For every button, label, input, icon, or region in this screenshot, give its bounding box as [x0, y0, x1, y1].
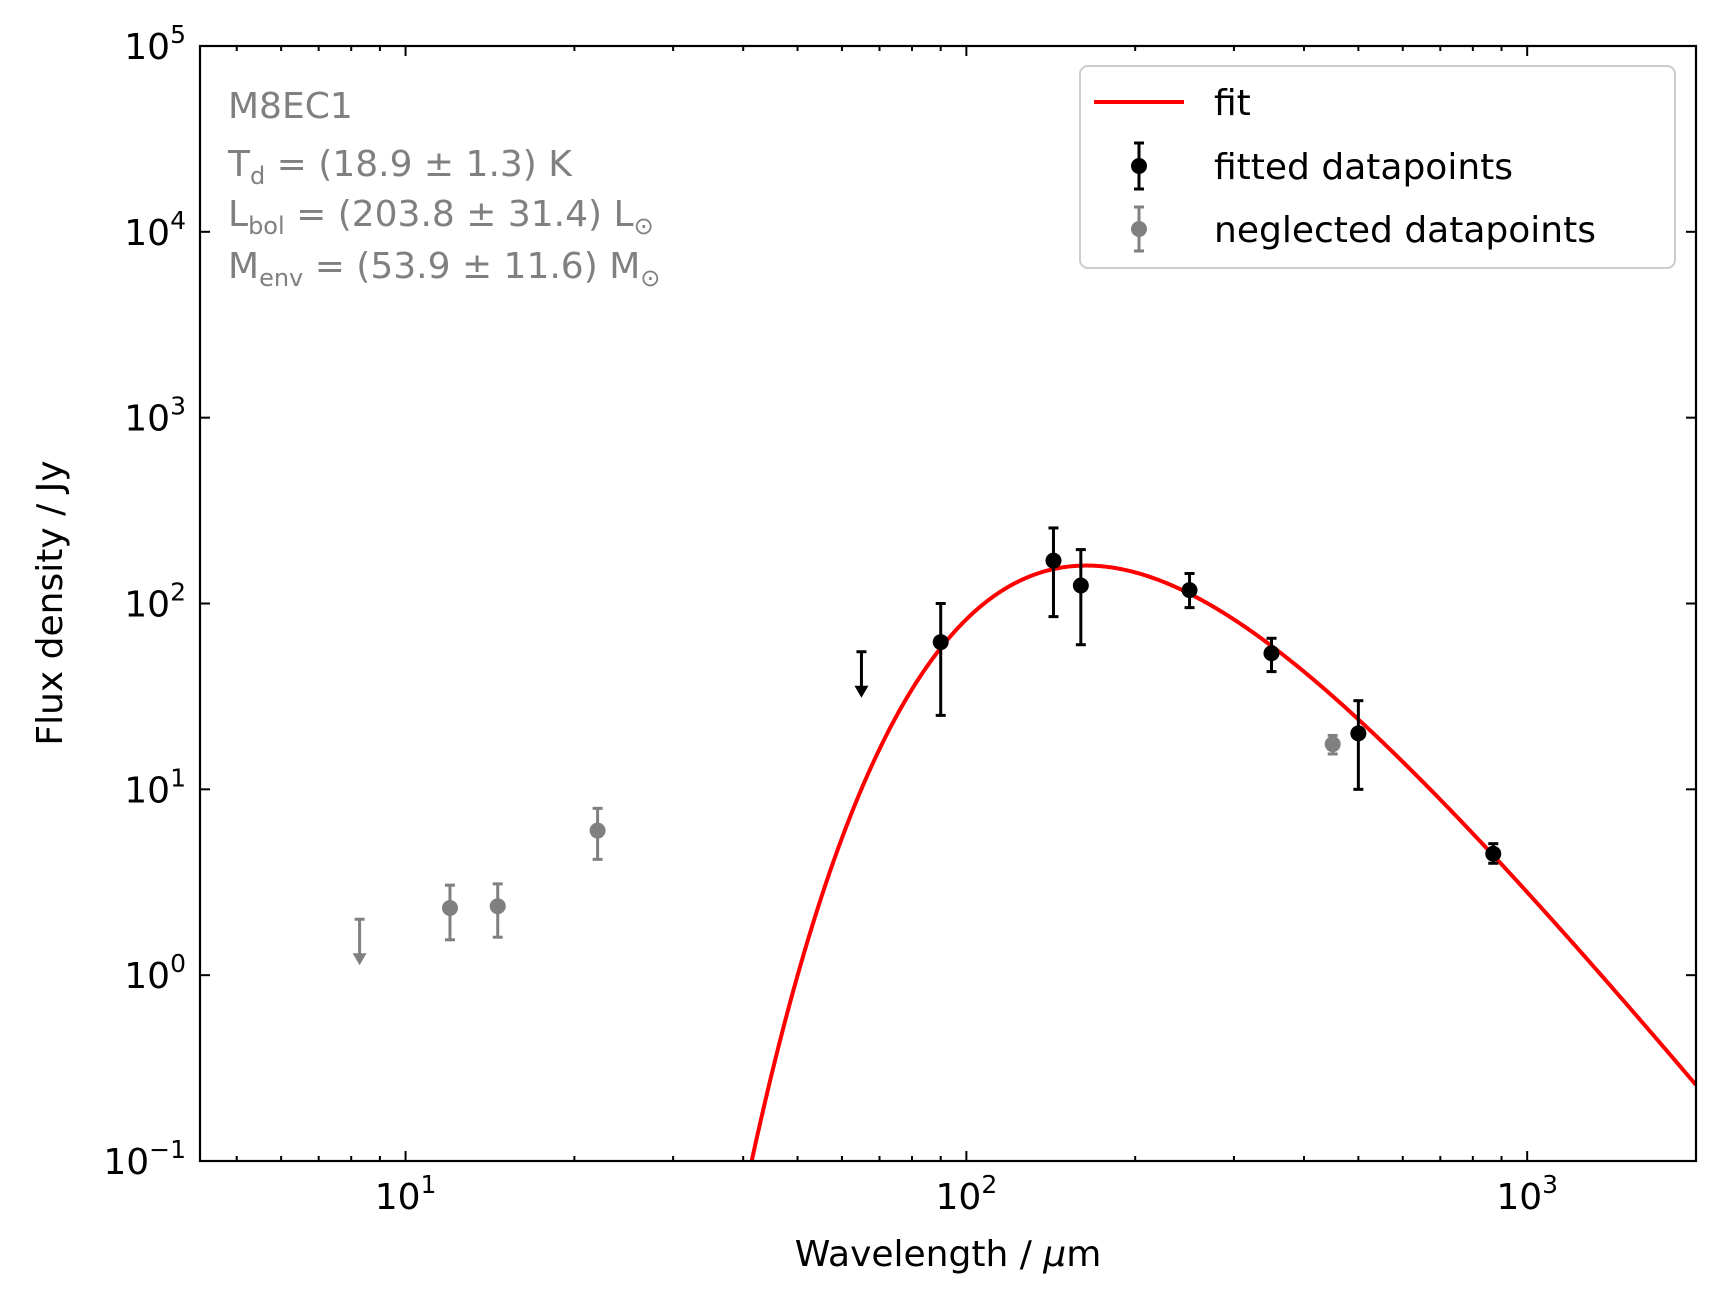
fitted-datapoint [1263, 636, 1280, 674]
fitted-datapoint [1072, 548, 1089, 647]
legend-neglected-swatch [1131, 205, 1147, 253]
legend-neglected-label: neglected datapoints [1214, 210, 1596, 251]
x-tick-label: 101 [375, 1170, 437, 1218]
fitted-datapoint [1485, 842, 1502, 865]
data-layer [352, 526, 1696, 1161]
y-tick-label: 103 [124, 392, 186, 440]
fitted-upper-limit [854, 650, 869, 698]
legend-fit-label: fit [1214, 83, 1251, 124]
legend-box [1079, 65, 1676, 269]
neglected-datapoint [489, 882, 506, 939]
x-tick-label: 102 [936, 1170, 998, 1218]
legend: fit fitted datapoints neglected datapoin… [1079, 65, 1676, 269]
fitted-datapoints [854, 526, 1502, 865]
fitted-datapoint [932, 602, 949, 717]
fitted-datapoint [1045, 526, 1062, 619]
neglected-datapoints [352, 733, 1341, 966]
fitted-datapoint [1181, 572, 1198, 610]
x-tick-label: 103 [1496, 1170, 1558, 1218]
x-axis-title: Wavelength / μm [795, 1234, 1102, 1275]
y-axis-title: Flux density / Jy [30, 460, 71, 745]
y-tick-label: 105 [124, 20, 186, 68]
y-tick-label: 10−1 [103, 1135, 186, 1183]
fitted-datapoint [1350, 699, 1367, 791]
fit-annotation: M8EC1 Td = (18.9 ± 1.3) K Lbol = (203.8 … [227, 86, 660, 292]
plot-frame [198, 44, 1698, 1163]
neglected-upper-limit [352, 917, 367, 966]
y-tick-label: 100 [124, 949, 186, 997]
legend-fitted-swatch [1131, 141, 1147, 191]
y-tick-label: 104 [124, 206, 186, 254]
fit-curve [749, 563, 1696, 1161]
axis-tick-labels: 101 102 103 10−1 100 101 102 103 104 105 [103, 20, 1558, 1218]
y-tick-label: 101 [124, 763, 186, 811]
legend-fitted-label: fitted datapoints [1214, 147, 1513, 188]
y-tick-label: 102 [124, 578, 186, 626]
neglected-datapoint [1324, 733, 1341, 756]
bolometric-luminosity: Lbol = (203.8 ± 31.4) L⊙ [228, 194, 654, 240]
envelope-mass: Menv = (53.9 ± 11.6) M⊙ [228, 246, 660, 292]
dust-temperature: Td = (18.9 ± 1.3) K [227, 144, 573, 190]
source-name: M8EC1 [228, 86, 353, 127]
neglected-datapoint [441, 883, 458, 942]
neglected-datapoint [589, 806, 606, 861]
